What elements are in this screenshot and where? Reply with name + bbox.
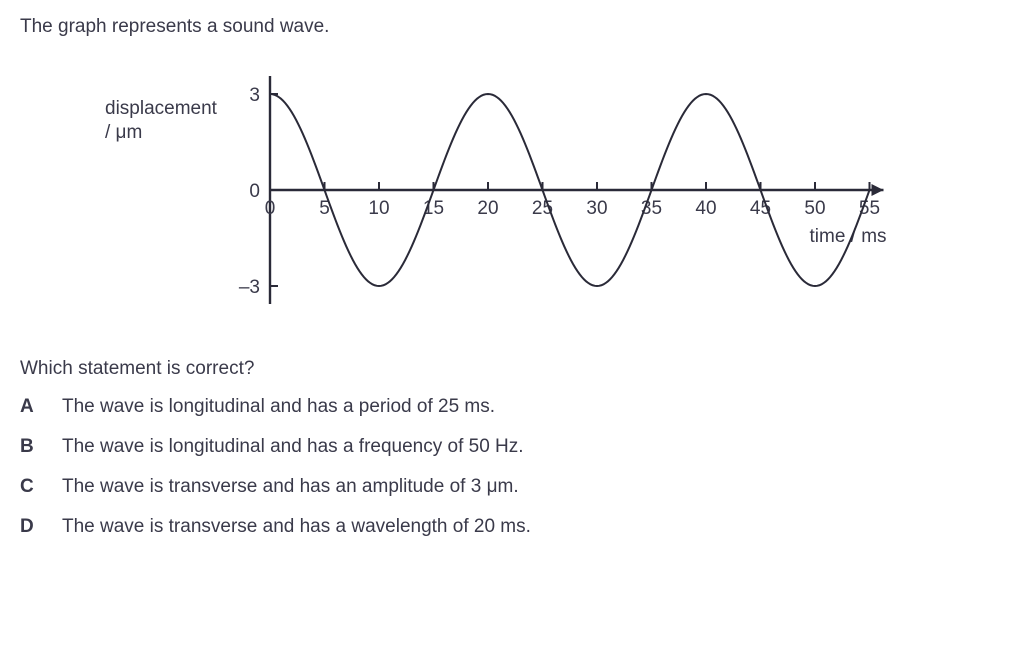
option-text: The wave is transverse and has an amplit… [62,476,519,498]
option-text: The wave is longitudinal and has a perio… [62,396,495,418]
question-text: Which statement is correct? [20,358,1008,380]
option-letter: B [20,436,62,458]
svg-text:10: 10 [368,198,389,219]
svg-text:/ μm: / μm [105,122,142,143]
wave-chart: displacement/ μm0510152025303540455055–3… [70,50,1008,340]
intro-text: The graph represents a sound wave. [20,16,1008,38]
svg-text:–3: –3 [239,277,260,298]
option-text: The wave is transverse and has a wavelen… [62,516,531,538]
option-row[interactable]: CThe wave is transverse and has an ampli… [20,476,1008,498]
svg-text:3: 3 [249,85,260,106]
svg-text:30: 30 [586,198,607,219]
svg-text:0: 0 [249,181,260,202]
svg-text:20: 20 [477,198,498,219]
option-letter: C [20,476,62,498]
options-list: AThe wave is longitudinal and has a peri… [20,396,1008,538]
svg-text:0: 0 [265,198,276,219]
option-row[interactable]: DThe wave is transverse and has a wavele… [20,516,1008,538]
option-row[interactable]: AThe wave is longitudinal and has a peri… [20,396,1008,418]
svg-text:40: 40 [695,198,716,219]
svg-text:50: 50 [804,198,825,219]
option-row[interactable]: BThe wave is longitudinal and has a freq… [20,436,1008,458]
option-text: The wave is longitudinal and has a frequ… [62,436,524,458]
option-letter: A [20,396,62,418]
option-letter: D [20,516,62,538]
svg-text:displacement: displacement [105,98,218,119]
